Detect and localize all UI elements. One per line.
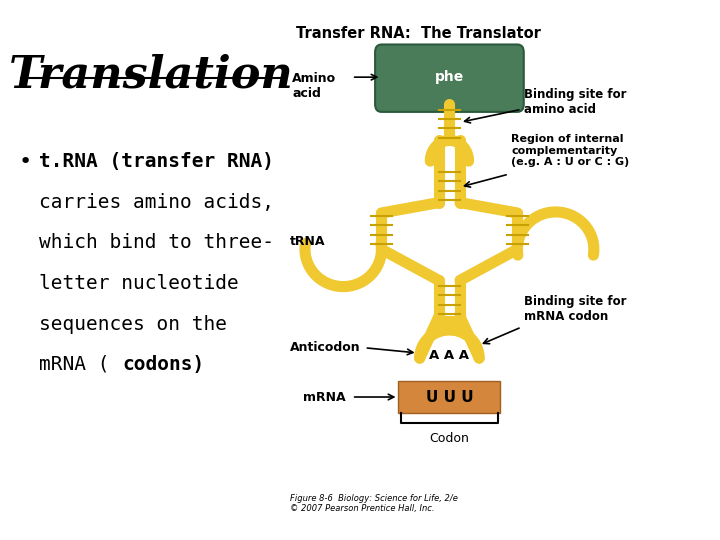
Text: codons): codons) bbox=[122, 355, 204, 374]
Text: t.RNA (transfer RNA): t.RNA (transfer RNA) bbox=[40, 152, 274, 172]
Text: Figure 8-6  Biology: Science for Life, 2/e
© 2007 Pearson Prentice Hall, Inc.: Figure 8-6 Biology: Science for Life, 2/… bbox=[290, 494, 458, 513]
Text: Binding site for
amino acid: Binding site for amino acid bbox=[523, 87, 626, 116]
Text: Transfer RNA:  The Translator: Transfer RNA: The Translator bbox=[297, 26, 541, 42]
Text: Amino
acid: Amino acid bbox=[292, 72, 336, 100]
Text: carries amino acids,: carries amino acids, bbox=[40, 193, 274, 212]
Text: Anticodon: Anticodon bbox=[290, 341, 361, 354]
Text: tRNA: tRNA bbox=[290, 235, 325, 248]
Text: letter nucleotide: letter nucleotide bbox=[40, 274, 239, 293]
Text: Binding site for
mRNA codon: Binding site for mRNA codon bbox=[523, 295, 626, 323]
FancyBboxPatch shape bbox=[375, 44, 523, 112]
Text: •: • bbox=[18, 152, 32, 172]
Polygon shape bbox=[424, 316, 475, 358]
Text: Translation: Translation bbox=[9, 54, 294, 97]
Text: phe: phe bbox=[435, 70, 464, 84]
Text: U U U: U U U bbox=[426, 389, 473, 404]
FancyBboxPatch shape bbox=[398, 381, 500, 413]
Text: which bind to three-: which bind to three- bbox=[40, 233, 274, 253]
Text: Codon: Codon bbox=[430, 432, 469, 445]
Text: Region of internal
complementarity
(e.g. A : U or C : G): Region of internal complementarity (e.g.… bbox=[511, 134, 629, 167]
Text: sequences on the: sequences on the bbox=[40, 314, 228, 334]
Text: mRNA (: mRNA ( bbox=[40, 355, 110, 374]
Text: A A A: A A A bbox=[429, 349, 469, 362]
Text: mRNA: mRNA bbox=[303, 390, 346, 403]
